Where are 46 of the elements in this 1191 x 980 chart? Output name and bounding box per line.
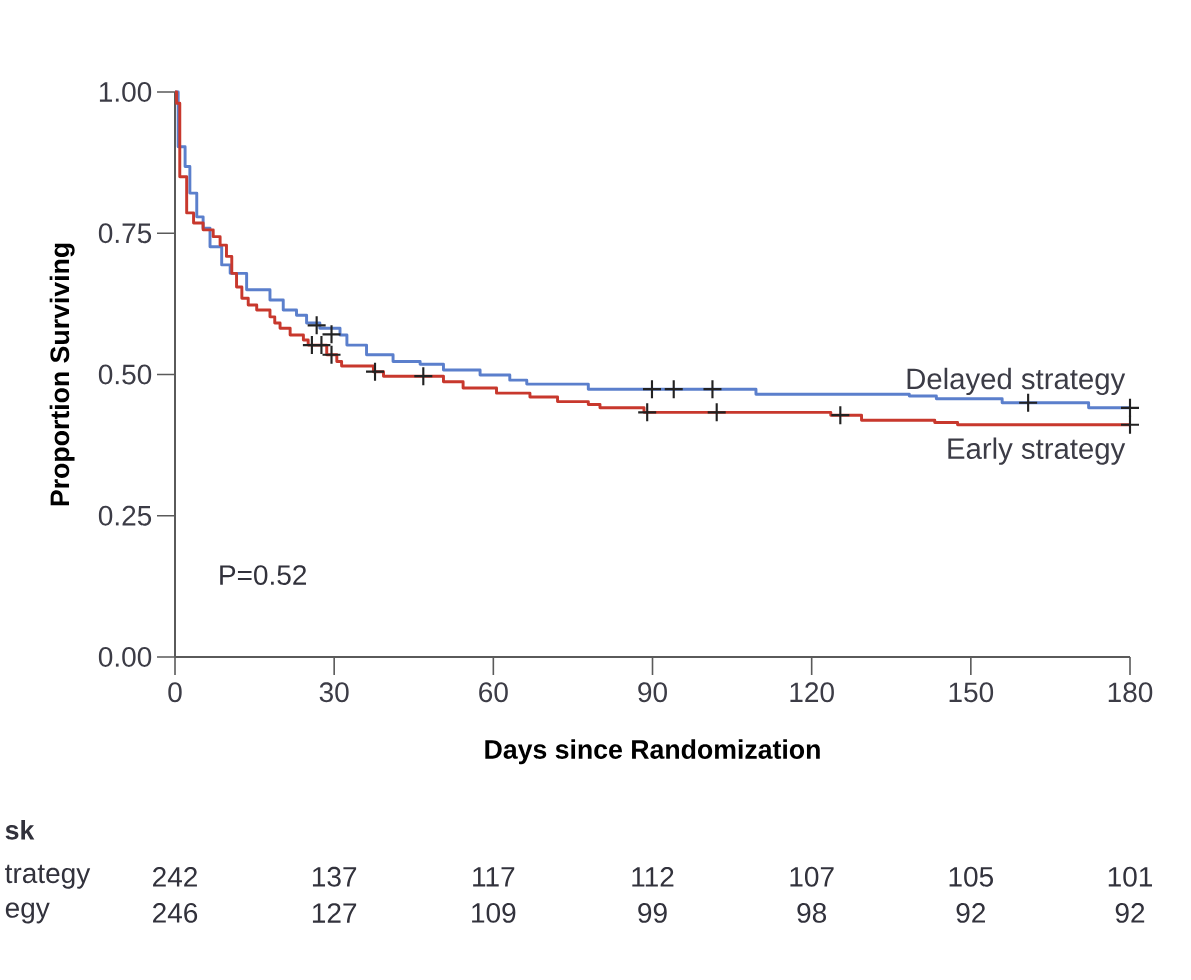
point (321, 324, 342, 345)
x-tick-label: 60 (479, 682, 508, 703)
text: sk (5, 820, 35, 840)
text: 137 (312, 866, 357, 887)
point (364, 361, 386, 382)
y-tick-label: 0.50 (98, 364, 152, 385)
point (1119, 397, 1141, 418)
text: 107 (790, 866, 834, 887)
y-tick-label: 0.25 (98, 505, 152, 526)
text: 92 (1115, 903, 1145, 923)
x-tick-label: 150 (949, 682, 994, 703)
text: 246 (153, 903, 198, 923)
x-tick-label: 120 (790, 682, 834, 703)
text: trategy (5, 864, 91, 889)
point (1119, 414, 1141, 435)
point (663, 379, 684, 400)
point (413, 366, 434, 387)
text: 127 (312, 903, 357, 923)
y-tick-label: 0.75 (98, 223, 152, 244)
point (830, 405, 851, 426)
point (306, 315, 327, 336)
y-tick-label: 0.00 (98, 647, 152, 667)
x-tick-label: 90 (638, 682, 667, 703)
text: 105 (949, 866, 993, 887)
text: 109 (472, 903, 516, 923)
text: 117 (473, 867, 515, 887)
text: egy (5, 902, 50, 924)
x-tick-label: 0 (168, 682, 182, 703)
text: 99 (638, 903, 667, 923)
annotation: P=0.52 (220, 565, 307, 585)
point (706, 402, 727, 423)
text: 92 (956, 903, 985, 923)
x-axis-title: Days since Randomization (485, 739, 820, 765)
point (641, 379, 663, 400)
text: 101 (1108, 866, 1152, 887)
x-tick-label: 180 (1108, 682, 1153, 703)
point (637, 402, 658, 423)
text: 242 (153, 867, 197, 887)
y-tick-label: 1.00 (99, 82, 152, 102)
series-label: Early strategy (948, 437, 1126, 465)
point (702, 379, 723, 400)
text: 98 (797, 903, 827, 923)
y-axis-title: Proportion Surviving (49, 243, 75, 506)
series-label: Delayed strategy (907, 367, 1126, 396)
text: 112 (632, 867, 674, 887)
x-tick-label: 30 (319, 682, 349, 703)
